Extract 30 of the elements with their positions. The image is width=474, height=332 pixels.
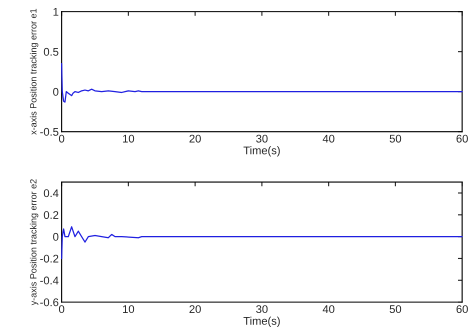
y-tick-label: 0 bbox=[53, 232, 58, 241]
y-tick-label: 0 bbox=[53, 88, 58, 96]
y-tick-label: -0.6 bbox=[40, 298, 58, 306]
line-series bbox=[60, 226, 463, 260]
x-axis-title: Time(s) bbox=[244, 146, 280, 157]
x-tick-label: 60 bbox=[456, 305, 468, 314]
y-tick-label: -0.4 bbox=[40, 276, 59, 284]
x-tick-label: 20 bbox=[190, 305, 201, 314]
y-axis-title: x-axis Position tracking error e1 bbox=[30, 8, 38, 135]
y-tick-label: 0.4 bbox=[44, 189, 59, 198]
x-tick-label: 50 bbox=[390, 305, 402, 314]
x-tick-label: 20 bbox=[190, 134, 201, 143]
x-tick-label: 0 bbox=[58, 305, 64, 314]
x-tick-label: 40 bbox=[322, 134, 334, 143]
line-series bbox=[60, 63, 463, 103]
y-axis-title: y-axis Position tracking error e2 bbox=[30, 179, 38, 306]
x-axis-title: Time(s) bbox=[244, 316, 280, 327]
x-tick-label: 50 bbox=[390, 134, 402, 143]
x-tick-label: 10 bbox=[123, 134, 134, 143]
y-tick-label: 1 bbox=[54, 8, 58, 16]
x-tick-label: 30 bbox=[256, 134, 268, 143]
y-tick-label: 0.5 bbox=[44, 48, 58, 56]
x-tick-label: 40 bbox=[322, 305, 334, 314]
y-tick-label: -0.5 bbox=[40, 128, 58, 136]
y-tick-label: -0.2 bbox=[40, 254, 58, 263]
x-tick-label: 0 bbox=[58, 134, 64, 143]
y-tick-label: 0.2 bbox=[44, 211, 58, 219]
x-tick-label: 60 bbox=[456, 134, 468, 143]
x-tick-label: 30 bbox=[256, 305, 268, 314]
x-tick-label: 10 bbox=[123, 305, 134, 314]
